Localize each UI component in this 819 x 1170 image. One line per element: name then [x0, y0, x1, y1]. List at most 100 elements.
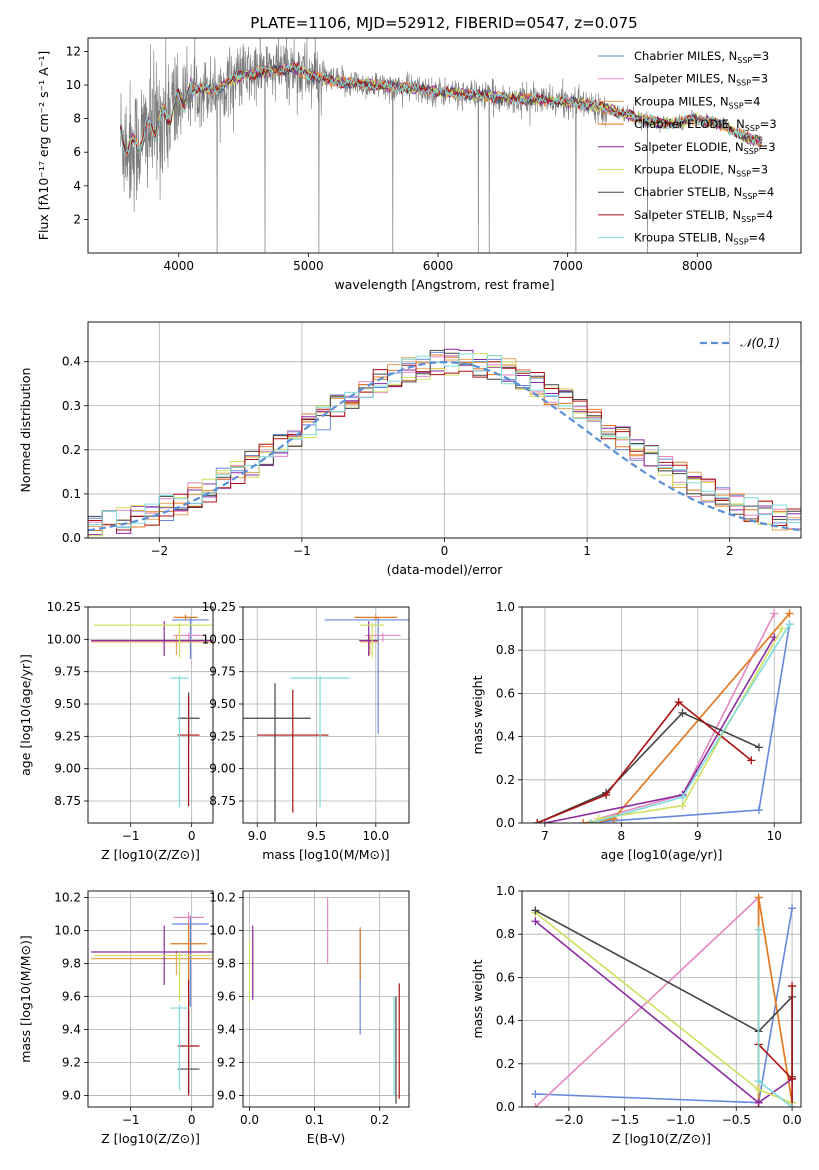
legend-label: Chabrier MILES, NSSP=3 — [634, 49, 769, 65]
x-axis-label: E(B-V) — [307, 1131, 346, 1146]
errorbar-chabrier-miles — [172, 915, 209, 1007]
legend-label-subscript: SSP — [742, 192, 757, 201]
axes-frame — [87, 321, 802, 539]
errorbar-salpeter-stelib — [177, 980, 200, 1096]
series-line — [758, 986, 793, 1107]
series-marker — [747, 756, 756, 765]
y-axis-label: Flux [fλ10⁻¹⁷ erg cm⁻² s⁻¹ A⁻¹] — [36, 51, 51, 240]
legend-label: Kroupa ELODIE, NSSP=3 — [634, 163, 768, 179]
axes-frame — [87, 890, 214, 1108]
x-tick-label: 6000 — [423, 259, 454, 273]
y-tick-label: 9.50 — [209, 697, 236, 711]
series-marker — [777, 624, 786, 633]
x-tick-label: 2 — [726, 544, 734, 558]
legend-label-text: Kroupa ELODIE, N — [634, 163, 736, 177]
errorbar-chabrier-elodie — [354, 614, 398, 620]
x-tick-label: 9.0 — [248, 829, 267, 843]
x-tick-label: 0.1 — [305, 1113, 324, 1127]
series-marker — [602, 790, 611, 799]
y-tick-label: 8.75 — [54, 794, 81, 808]
y-tick-label: 0.2 — [496, 773, 515, 787]
errorbar-salpeter-elodie — [91, 621, 213, 657]
series-marker — [788, 982, 797, 991]
y-tick-label: 9.50 — [54, 697, 81, 711]
plot-area — [522, 891, 801, 1107]
series-marker — [754, 1098, 763, 1107]
series-marker — [678, 801, 687, 810]
errorbar-kroupa-miles — [360, 635, 380, 655]
plot-area — [88, 607, 213, 823]
x-tick-label: −1.0 — [666, 1113, 695, 1127]
plot-area — [243, 891, 409, 1107]
panel-residuals: −2 −1 0 1 2 0.0 0.1 0.2 0.3 0.4 (data-model)/error… — [18, 321, 802, 577]
panel-weight-vs-Z: −2.0 −1.5 −1.0 −0.5 0.0 0.0 0.2 0.4 0.6 0.8 1.0 Z [… — [470, 884, 802, 1146]
errorbar-kroupa-miles — [91, 950, 213, 976]
legend-label-value: =3 — [752, 49, 769, 63]
legend-label: Salpeter MILES, NSSP=3 — [634, 72, 768, 88]
x-tick-label: −2 — [150, 544, 168, 558]
x-axis-label: Z [log10(Z/Z⊙)] — [612, 1131, 711, 1146]
y-tick-label: 10.25 — [202, 600, 236, 614]
y-tick-label: 0.3 — [62, 399, 81, 413]
y-tick-label: 9.00 — [209, 762, 236, 776]
series-kroupa-stelib — [586, 620, 794, 823]
errorbar-chabrier-elodie — [170, 923, 207, 985]
errorbar-kroupa-elodie — [94, 952, 213, 1002]
legend-label-text: Salpeter ELODIE, N — [634, 140, 744, 154]
x-tick-label: −0.5 — [722, 1113, 751, 1127]
x-tick-label: −1 — [122, 1113, 140, 1127]
y-tick-label: 10.2 — [209, 891, 236, 905]
legend-label: 𝒩(0,1) — [740, 336, 780, 350]
x-tick-label: 4000 — [163, 259, 194, 273]
legend-label-value: =3 — [760, 117, 777, 131]
y-axis-label: mass weight — [470, 675, 485, 754]
panel-weight-vs-age: 7 8 9 10 0.0 0.2 0.4 0.6 0.8 1.0 age [log10(age/yr… — [470, 600, 802, 862]
errorbar-kroupa-stelib — [170, 1004, 189, 1091]
panel-mass-vs-ebv: 0.0 0.1 0.2 9.0 9.2 9.4 9.6 9.8 10.0 10.2 E(B-V) — [209, 890, 410, 1146]
x-tick-label: 7000 — [552, 259, 583, 273]
legend-label-subscript: SSP — [736, 170, 751, 179]
legend-label-subscript: SSP — [741, 215, 756, 224]
series-marker — [770, 609, 779, 618]
legend-label-subscript: SSP — [737, 56, 752, 65]
series-marker — [531, 1090, 540, 1099]
plot-area — [119, 38, 763, 253]
x-tick-label: −1 — [122, 829, 140, 843]
series-marker — [678, 708, 687, 717]
y-tick-label: 9.25 — [54, 729, 81, 743]
y-tick-label: 10.00 — [202, 632, 236, 646]
series-marker — [788, 1103, 797, 1107]
series-marker — [579, 819, 588, 823]
x-tick-label: −1.5 — [610, 1113, 639, 1127]
y-tick-label: 9.75 — [209, 665, 236, 679]
y-tick-label: 10.2 — [54, 891, 81, 905]
errorbar-kroupa-stelib — [170, 675, 189, 808]
errorbar-chabrier-stelib — [243, 683, 311, 822]
plot-area — [243, 607, 409, 823]
series-line — [536, 711, 760, 823]
x-axis-label: age [log10(age/yr)] — [601, 847, 723, 862]
x-tick-label: 9 — [694, 829, 702, 843]
legend-label: Kroupa MILES, NSSP=4 — [634, 94, 760, 110]
x-tick-label: 0.0 — [240, 1113, 259, 1127]
x-axis-label: (data-model)/error — [387, 562, 504, 577]
x-tick-label: 8 — [618, 829, 626, 843]
panel-age-vs-mass: 9.0 9.5 10.0 8.75 9.00 9.25 9.50 9.75 10.00 10.25… — [202, 600, 410, 862]
y-tick-label: 0.1 — [62, 487, 81, 501]
y-tick-label: 0.8 — [496, 927, 515, 941]
errorbar-salpeter-stelib — [177, 696, 200, 807]
y-axis-label: mass weight — [470, 959, 485, 1038]
y-tick-label: 0.8 — [496, 643, 515, 657]
legend-label-value: =4 — [757, 185, 774, 199]
legend-label-text: Chabrier MILES, N — [634, 49, 737, 63]
figure-title: PLATE=1106, MJD=52912, FIBERID=0547, z=0… — [250, 14, 637, 32]
legend-label-value: =4 — [744, 94, 761, 108]
series-marker — [788, 904, 797, 913]
series-salpeter-stelib — [533, 698, 756, 823]
legend-label-text: Chabrier ELODIE, N — [634, 117, 745, 131]
legend-label-value: =4 — [749, 231, 766, 245]
series-marker — [785, 620, 794, 629]
axes-frame — [521, 606, 802, 824]
y-tick-label: 10 — [66, 78, 81, 92]
errorbar-kroupa-miles — [91, 635, 213, 655]
